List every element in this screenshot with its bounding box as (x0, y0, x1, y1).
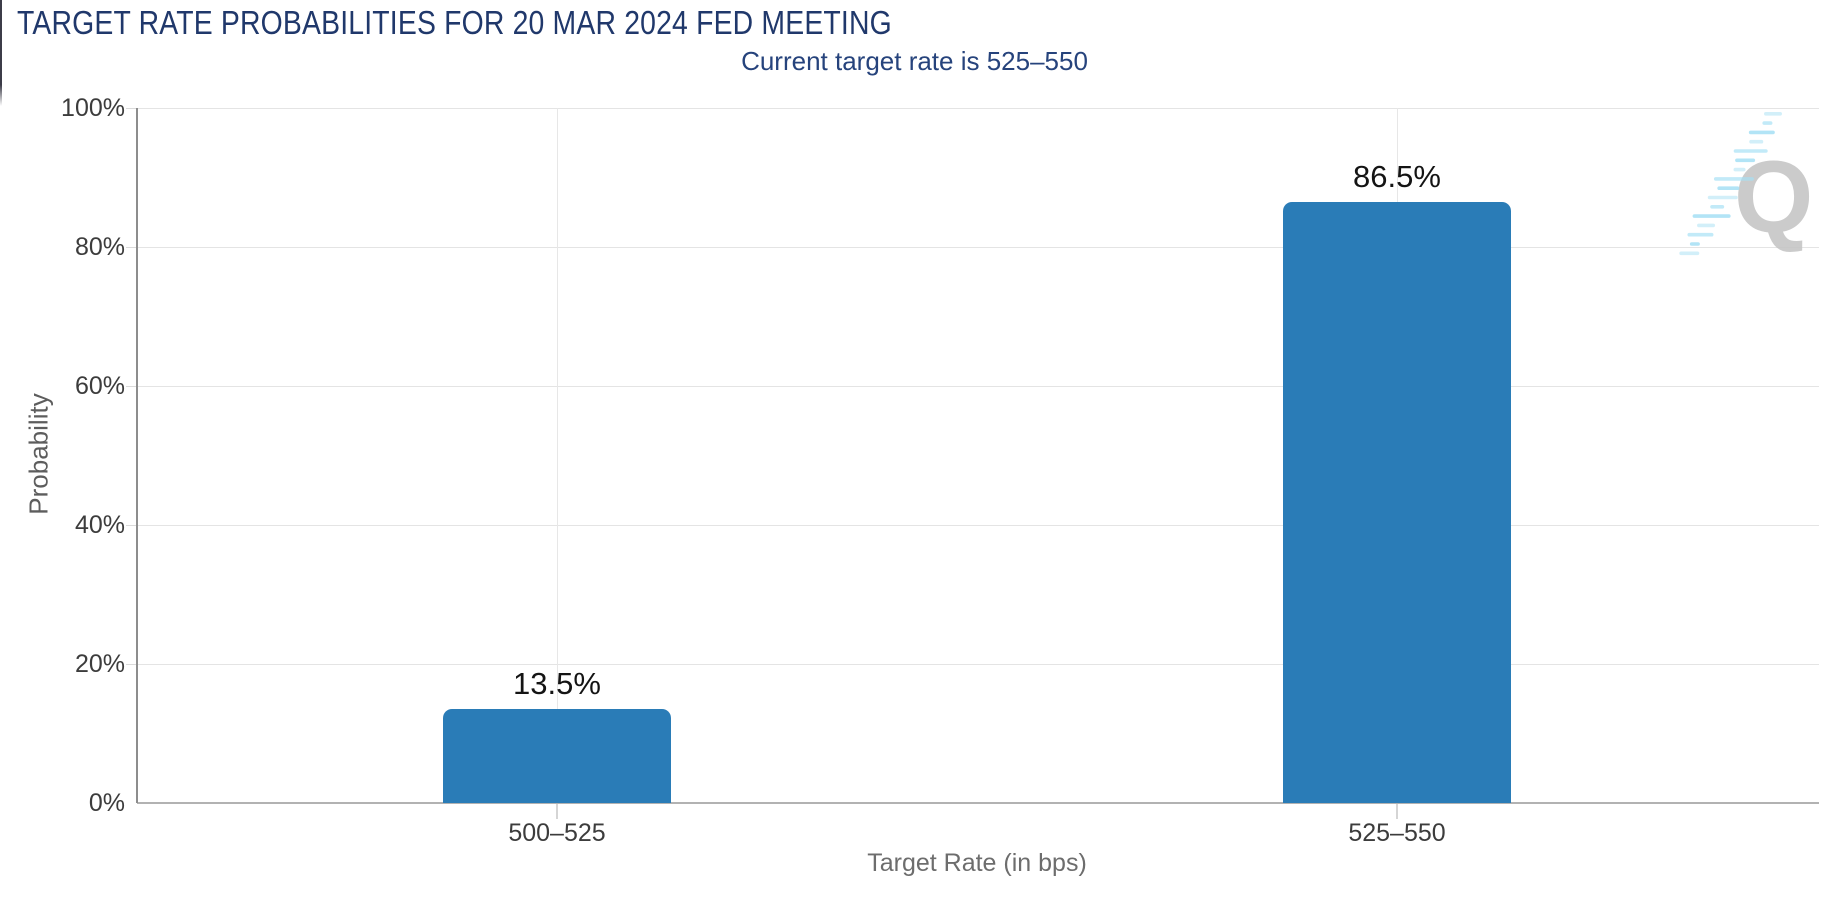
gridline-horizontal (137, 247, 1819, 248)
y-tick-label: 20% (74, 650, 125, 678)
chart-bar[interactable] (1283, 201, 1511, 803)
y-tick-mark (126, 525, 137, 526)
q-logo-letter: Q (1734, 140, 1813, 254)
gridline-horizontal (137, 525, 1819, 526)
gridline-horizontal (137, 802, 1819, 804)
gridline-horizontal (137, 108, 1819, 109)
y-tick-label: 60% (74, 372, 125, 400)
y-tick-mark (126, 108, 137, 109)
y-tick-mark (126, 247, 137, 248)
x-tick-label: 525–550 (1348, 819, 1446, 847)
x-tick-mark (556, 804, 558, 819)
chart-title: TARGET RATE PROBABILITIES FOR 20 MAR 202… (17, 4, 892, 41)
y-axis-title: Probability (23, 393, 54, 515)
window-edge-line (0, 0, 2, 106)
bar-value-label: 13.5% (513, 666, 601, 702)
y-tick-mark (126, 386, 137, 387)
gridline-horizontal (137, 386, 1819, 387)
y-tick-label: 40% (74, 511, 125, 539)
y-tick-label: 80% (74, 233, 125, 261)
y-tick-mark (126, 664, 137, 665)
y-tick-label: 100% (61, 94, 125, 122)
gridline-horizontal (137, 664, 1819, 665)
x-tick-label: 500–525 (508, 819, 606, 847)
gridline-vertical (557, 108, 558, 803)
x-tick-mark (1396, 804, 1398, 819)
q-logo-watermark: Q (1679, 112, 1813, 256)
q-logo-streak (1679, 112, 1782, 256)
chart-bar[interactable] (443, 709, 671, 803)
chart-subtitle: Current target rate is 525–550 (741, 46, 1088, 76)
bar-value-label: 86.5% (1353, 158, 1441, 194)
y-axis-line (136, 108, 138, 803)
x-axis-title: Target Rate (in bps) (867, 849, 1087, 877)
y-tick-label: 0% (88, 789, 125, 817)
